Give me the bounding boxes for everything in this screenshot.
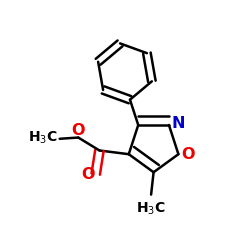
- Text: N: N: [172, 116, 185, 131]
- Text: H$_3$C: H$_3$C: [28, 130, 58, 146]
- Text: O: O: [72, 122, 85, 138]
- Text: H$_3$C: H$_3$C: [136, 201, 166, 217]
- Text: O: O: [81, 167, 94, 182]
- Text: O: O: [181, 147, 194, 162]
